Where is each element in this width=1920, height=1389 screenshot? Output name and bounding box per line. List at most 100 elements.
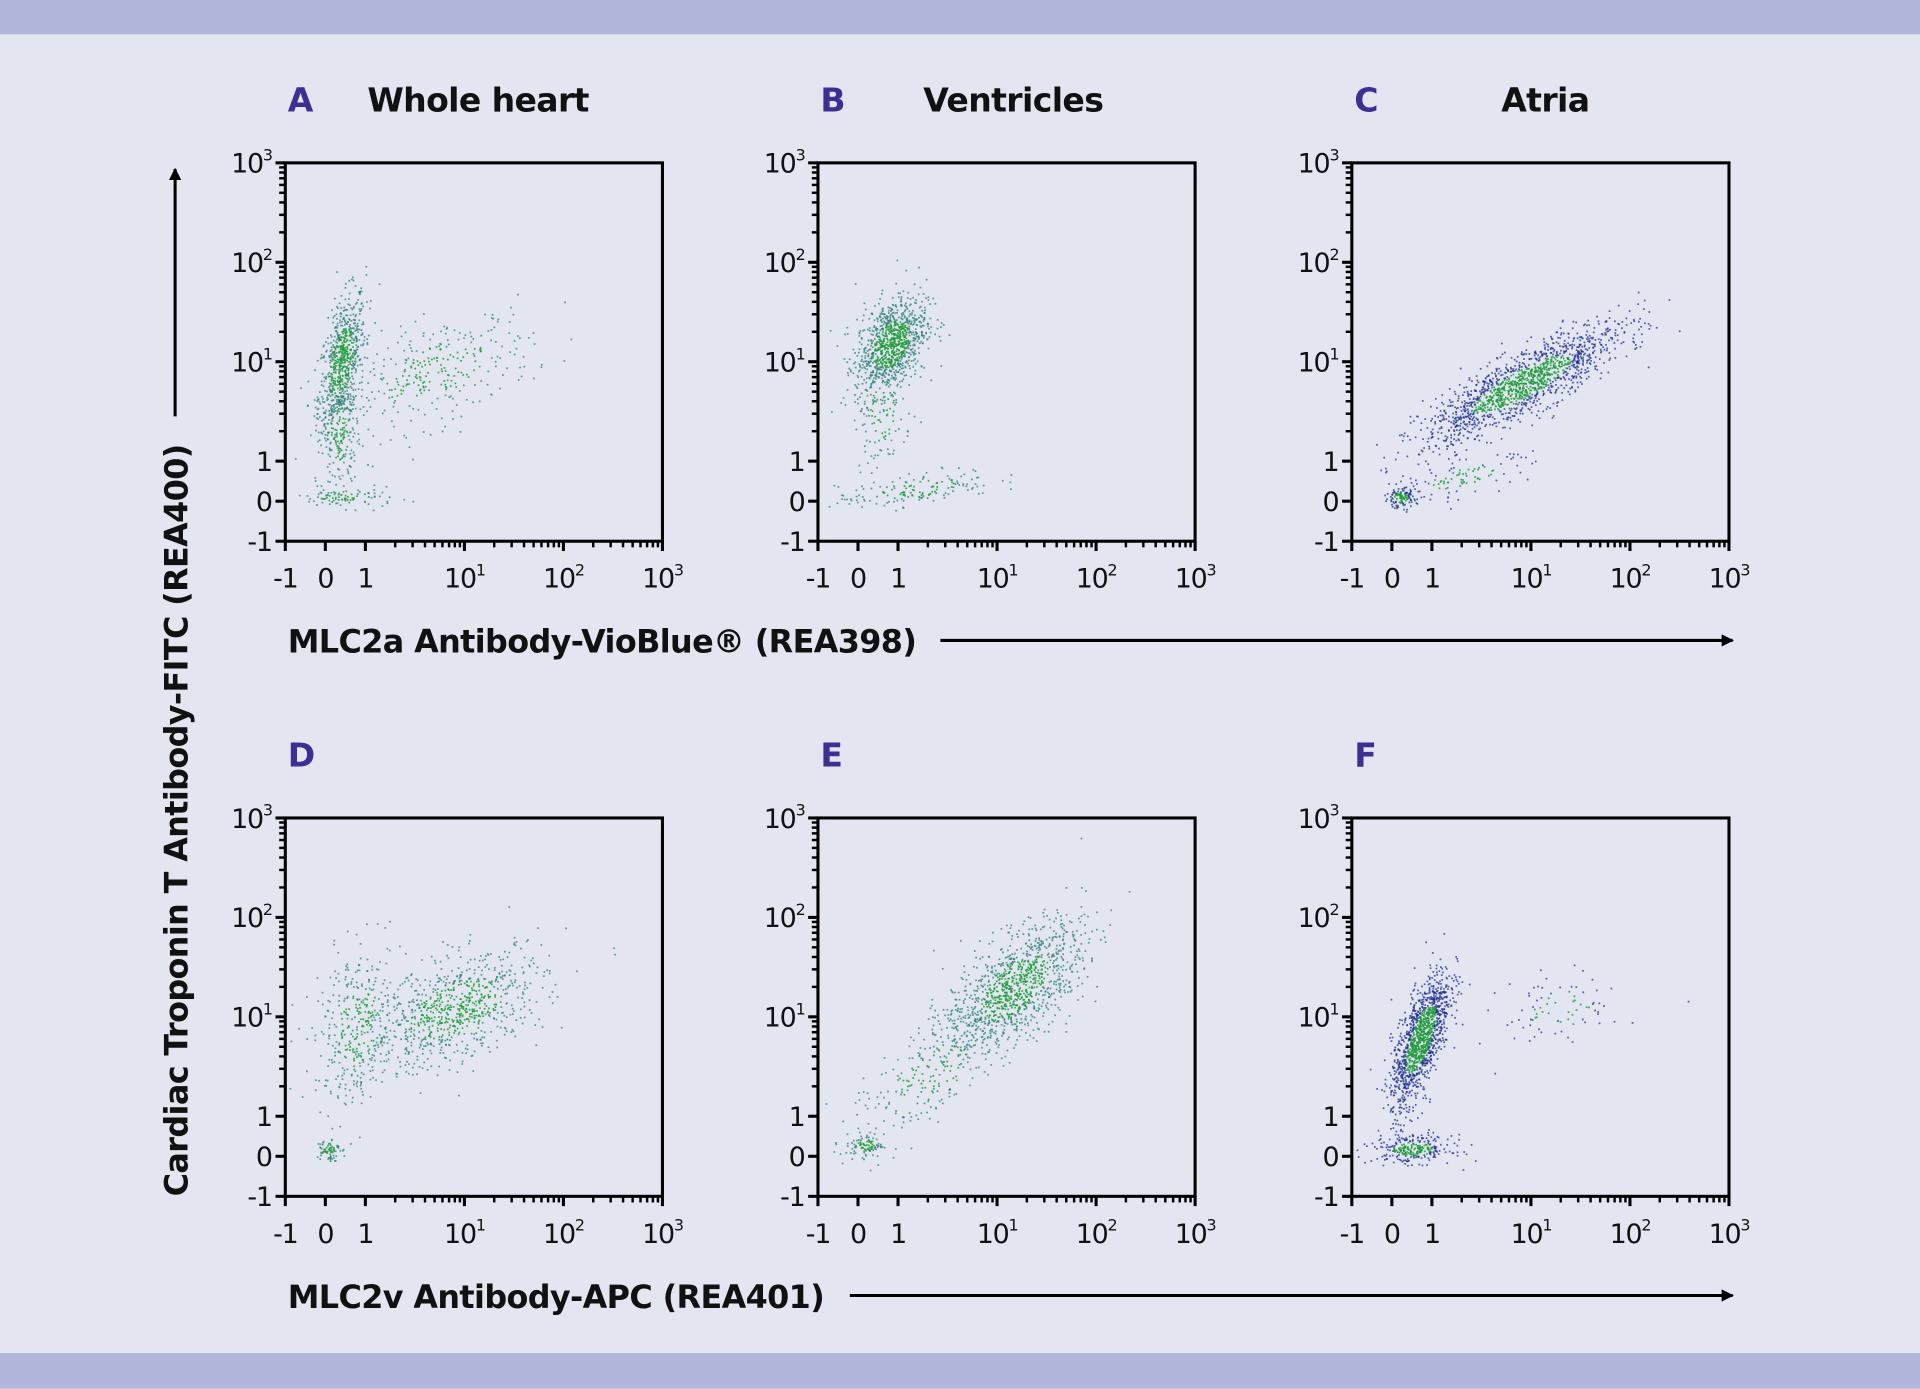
event-point bbox=[1528, 375, 1531, 377]
event-point bbox=[1426, 440, 1429, 443]
event-point bbox=[1554, 390, 1557, 393]
event-point bbox=[902, 350, 904, 353]
event-point bbox=[1463, 410, 1466, 413]
event-point bbox=[904, 336, 907, 338]
event-point bbox=[1588, 347, 1591, 349]
event-point bbox=[329, 375, 332, 378]
event-point bbox=[500, 995, 503, 998]
event-point bbox=[422, 385, 425, 388]
event-point bbox=[1524, 389, 1527, 392]
event-point bbox=[1580, 336, 1583, 339]
event-point bbox=[434, 962, 437, 965]
event-point bbox=[1486, 365, 1489, 368]
event-point bbox=[920, 340, 923, 343]
event-point bbox=[1557, 371, 1560, 373]
event-point bbox=[927, 296, 930, 299]
event-point bbox=[342, 354, 344, 356]
event-point bbox=[405, 1020, 408, 1022]
y-tick-label: 101 bbox=[1298, 344, 1339, 378]
event-point bbox=[1511, 370, 1514, 372]
y-tick-label: 1 bbox=[1322, 447, 1338, 478]
event-point bbox=[416, 360, 419, 363]
event-point bbox=[353, 305, 355, 308]
event-point bbox=[347, 472, 350, 475]
event-point bbox=[344, 390, 347, 393]
event-point bbox=[348, 357, 351, 360]
event-point bbox=[446, 373, 449, 376]
event-point bbox=[1542, 383, 1544, 386]
event-point bbox=[1537, 367, 1540, 369]
event-point bbox=[336, 322, 339, 325]
event-point bbox=[337, 376, 339, 378]
event-point bbox=[339, 312, 342, 315]
event-point bbox=[1515, 368, 1518, 371]
event-point bbox=[334, 383, 336, 386]
event-point bbox=[1500, 463, 1502, 465]
event-point bbox=[406, 379, 408, 382]
event-point bbox=[1451, 462, 1454, 465]
event-point bbox=[475, 1004, 478, 1007]
event-point bbox=[396, 381, 399, 383]
event-point bbox=[1428, 445, 1431, 448]
event-point bbox=[1545, 360, 1548, 362]
event-point bbox=[1491, 372, 1493, 374]
event-point bbox=[366, 357, 369, 360]
event-point bbox=[514, 981, 516, 984]
event-point bbox=[1628, 310, 1631, 312]
event-point bbox=[471, 989, 474, 992]
event-point bbox=[351, 332, 354, 335]
event-point bbox=[1600, 351, 1602, 354]
event-point bbox=[1464, 428, 1467, 431]
event-point bbox=[881, 289, 884, 292]
event-point bbox=[864, 360, 866, 363]
event-point bbox=[513, 936, 516, 939]
event-point bbox=[1463, 420, 1465, 423]
event-point bbox=[1448, 430, 1450, 432]
event-point bbox=[914, 358, 917, 360]
event-point bbox=[899, 338, 901, 341]
event-point bbox=[909, 340, 912, 343]
event-point bbox=[1499, 410, 1501, 413]
event-point bbox=[519, 1016, 522, 1019]
event-point bbox=[1417, 490, 1420, 493]
event-point bbox=[336, 447, 339, 449]
event-point bbox=[903, 347, 906, 350]
event-point bbox=[336, 341, 338, 344]
event-point bbox=[316, 504, 318, 506]
event-point bbox=[350, 348, 352, 351]
event-point bbox=[1434, 479, 1436, 481]
event-point bbox=[371, 465, 374, 468]
event-point bbox=[336, 502, 339, 505]
event-point bbox=[1586, 349, 1589, 351]
event-point bbox=[900, 339, 903, 342]
event-point bbox=[893, 399, 895, 402]
event-point bbox=[896, 348, 899, 351]
event-point bbox=[395, 1075, 398, 1078]
event-point bbox=[332, 371, 335, 374]
event-point bbox=[891, 355, 893, 358]
event-point bbox=[876, 375, 878, 378]
event-point bbox=[366, 396, 368, 399]
event-point bbox=[868, 317, 871, 320]
event-point bbox=[334, 348, 337, 350]
event-point bbox=[459, 975, 462, 978]
event-point bbox=[1621, 327, 1623, 330]
event-point bbox=[1412, 485, 1415, 488]
event-point bbox=[348, 331, 351, 334]
event-point bbox=[342, 433, 344, 435]
event-point bbox=[1452, 472, 1455, 474]
event-point bbox=[373, 492, 376, 495]
event-point bbox=[1554, 362, 1556, 365]
event-point bbox=[391, 396, 394, 398]
event-point bbox=[345, 393, 348, 395]
event-point bbox=[897, 332, 899, 334]
event-point bbox=[381, 1038, 383, 1041]
event-point bbox=[1588, 334, 1591, 337]
event-point bbox=[1589, 356, 1591, 359]
event-point bbox=[338, 336, 341, 339]
event-point bbox=[1527, 394, 1530, 397]
event-point bbox=[494, 1006, 497, 1009]
event-point bbox=[314, 480, 317, 482]
event-point bbox=[1563, 377, 1566, 379]
event-point bbox=[421, 1003, 423, 1005]
